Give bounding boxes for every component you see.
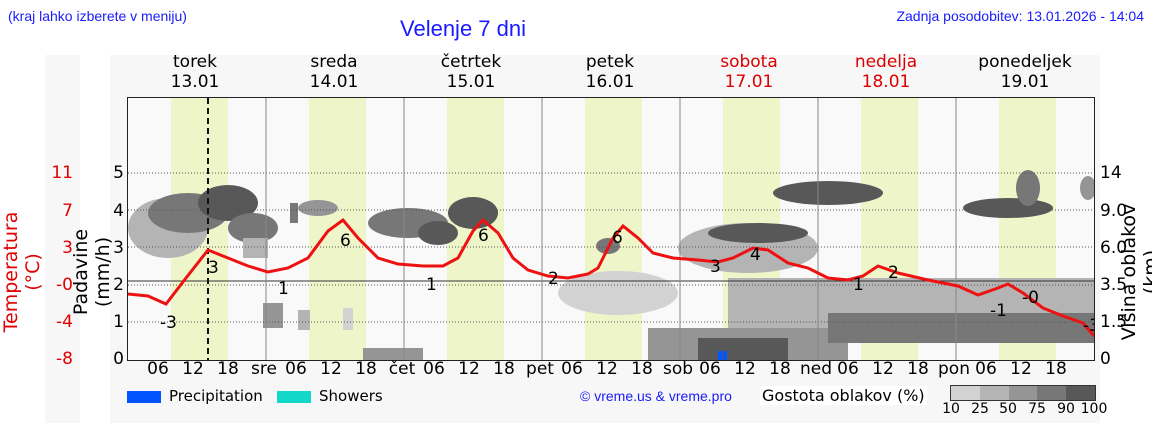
svg-text:2: 2 (548, 269, 559, 289)
x-tick: 12 (596, 359, 618, 379)
colorbar-tick: 90 (1057, 401, 1075, 417)
x-tick: 06 (423, 359, 445, 379)
x-tick: 18 (217, 359, 239, 379)
precip-tick: 0 (113, 349, 124, 369)
copyright-link[interactable]: © vreme.us & vreme.pro (580, 388, 732, 404)
cloud-tick: 9.0 (1100, 201, 1128, 221)
day-header-thursday: četrtek 15.01 (440, 52, 502, 92)
temp-tick: -8 (56, 349, 73, 369)
precipitation-bar (723, 351, 727, 360)
precip-tick: 4 (113, 201, 124, 221)
legend-showers: Showers (277, 387, 383, 405)
cloud-tick: 1.5 (1100, 312, 1128, 332)
temperature-line (128, 217, 1094, 337)
temperature-labels: -3 3 1 6 1 6 2 6 3 4 1 2 -1 -0 -3 (160, 226, 1094, 336)
header-location-note[interactable]: (kraj lahko izberete v meniju) (8, 8, 187, 24)
svg-text:2: 2 (888, 263, 899, 283)
cloud-tick: 3.5 (1100, 275, 1128, 295)
svg-text:-3: -3 (1083, 316, 1094, 336)
cloud-tick: 0 (1100, 349, 1111, 369)
colorbar-tick: 50 (999, 401, 1017, 417)
x-tick: 18 (1045, 359, 1067, 379)
svg-text:6: 6 (478, 226, 489, 246)
svg-text:-1: -1 (990, 301, 1007, 321)
x-tick: 18 (769, 359, 791, 379)
x-tick: sre (251, 359, 277, 379)
x-tick: 12 (458, 359, 480, 379)
x-tick: čet (388, 359, 416, 379)
day-header-wednesday: sreda 14.01 (309, 52, 359, 92)
x-tick: 12 (182, 359, 204, 379)
temperature-axis-panel (45, 55, 80, 423)
x-tick: 06 (975, 359, 997, 379)
svg-text:1: 1 (853, 275, 864, 295)
day-header-sunday: nedelja 18.01 (854, 52, 918, 92)
last-updated: Zadnja posodobitev: 13.01.2026 - 14:04 (896, 8, 1144, 24)
cloud-density-title: Gostota oblakov (%) (760, 386, 927, 405)
precip-tick: 3 (113, 238, 124, 258)
page-title: Velenje 7 dni (400, 16, 526, 41)
svg-text:-3: -3 (160, 313, 177, 333)
day-separators (265, 98, 957, 360)
cloud-tick: 14 (1100, 163, 1122, 183)
x-tick: pet (526, 359, 554, 379)
svg-text:1: 1 (426, 275, 437, 295)
cloud-density-colorbar (950, 385, 1096, 401)
x-tick: 18 (631, 359, 653, 379)
colorbar-tick: 75 (1028, 401, 1046, 417)
x-tick: 18 (493, 359, 515, 379)
temp-tick: 3 (62, 238, 73, 258)
precip-tick: 1 (113, 312, 124, 332)
x-tick: 06 (561, 359, 583, 379)
x-tick: 06 (147, 359, 169, 379)
legend-precipitation: Precipitation (127, 387, 263, 405)
temp-tick: -0 (56, 275, 73, 295)
x-tick: 12 (734, 359, 756, 379)
cloud-density-layer (128, 170, 1094, 360)
forecast-svg: -3 3 1 6 1 6 2 6 3 4 1 2 -1 -0 -3 (128, 98, 1094, 360)
cloud-tick: 6.0 (1100, 238, 1128, 258)
svg-text:6: 6 (340, 231, 351, 251)
showers-swatch (277, 390, 311, 403)
x-tick: ned (799, 359, 833, 379)
x-tick: pon (938, 359, 970, 379)
grid-lines (128, 172, 1094, 323)
svg-text:1: 1 (278, 279, 289, 299)
svg-text:3: 3 (710, 257, 721, 277)
precip-tick: 5 (113, 163, 124, 183)
x-tick: 12 (1010, 359, 1032, 379)
x-tick: 18 (907, 359, 929, 379)
svg-text:6: 6 (612, 228, 623, 248)
x-tick: 12 (872, 359, 894, 379)
x-tick: 18 (355, 359, 377, 379)
temp-tick: 7 (62, 201, 73, 221)
colorbar-tick: 10 (942, 401, 960, 417)
x-tick: 06 (285, 359, 307, 379)
precipitation-bar (718, 351, 722, 360)
svg-text:3: 3 (208, 258, 219, 278)
day-header-tuesday: torek 13.01 (170, 52, 220, 92)
temp-tick: -4 (56, 312, 73, 332)
x-tick: 06 (699, 359, 721, 379)
day-header-saturday: sobota 17.01 (720, 52, 778, 92)
svg-text:4: 4 (750, 245, 761, 265)
colorbar-tick: 100 (1080, 401, 1108, 417)
temperature-axis-label: Temperatura (°C) (0, 211, 44, 333)
temp-tick: 11 (51, 163, 73, 183)
precipitation-swatch (127, 390, 161, 403)
forecast-plot: -3 3 1 6 1 6 2 6 3 4 1 2 -1 -0 -3 (127, 97, 1095, 361)
x-tick: sob (662, 359, 694, 379)
svg-text:-0: -0 (1022, 288, 1039, 308)
day-header-monday: ponedeljek 19.01 (978, 52, 1072, 92)
x-tick: 12 (320, 359, 342, 379)
day-header-friday: petek 16.01 (585, 52, 635, 92)
colorbar-tick: 25 (971, 401, 989, 417)
x-tick: 06 (837, 359, 859, 379)
precip-tick: 2 (113, 275, 124, 295)
